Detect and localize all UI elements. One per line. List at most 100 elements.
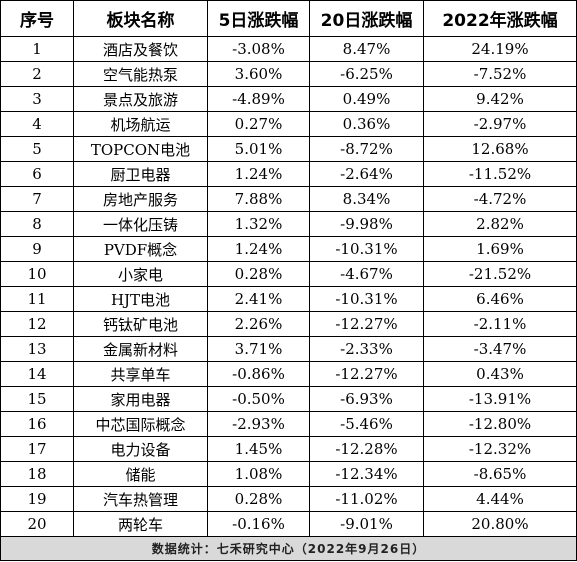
change-2022-cell: -2.11%	[423, 311, 577, 337]
change-2022-cell: 9.42%	[423, 86, 577, 112]
change-20day-cell: 8.47%	[309, 36, 424, 62]
change-2022-cell: 24.19%	[423, 36, 577, 62]
change-2022-cell: 6.46%	[423, 286, 577, 312]
table-row: 14 共享单车 -0.86% -12.27% 0.43%	[0, 361, 577, 387]
table-row: 16 中芯国际概念 -2.93% -5.46% -12.80%	[0, 411, 577, 437]
change-5day-cell: 1.32%	[207, 211, 310, 237]
row-index-cell: 19	[0, 486, 74, 512]
change-5day-cell: -0.86%	[207, 361, 310, 387]
row-index-cell: 3	[0, 86, 74, 112]
sector-name-cell: 一体化压铸	[73, 211, 208, 237]
row-index-cell: 13	[0, 336, 74, 362]
change-2022-cell: -21.52%	[423, 261, 577, 287]
footer-row: 数据统计：七禾研究中心（2022年9月26日）	[0, 536, 577, 561]
sector-name-cell: 共享单车	[73, 361, 208, 387]
row-index-cell: 10	[0, 261, 74, 287]
change-20day-cell: -12.27%	[309, 361, 424, 387]
row-index-cell: 20	[0, 511, 74, 537]
sector-name-cell: 景点及旅游	[73, 86, 208, 112]
header-sector-name: 板块名称	[73, 0, 208, 37]
header-2022-change: 2022年涨跌幅	[423, 0, 577, 37]
row-index-cell: 2	[0, 61, 74, 87]
sector-name-cell: 空气能热泵	[73, 61, 208, 87]
change-5day-cell: -4.89%	[207, 86, 310, 112]
table-row: 15 家用电器 -0.50% -6.93% -13.91%	[0, 386, 577, 412]
table-row: 11 HJT电池 2.41% -10.31% 6.46%	[0, 286, 577, 312]
sector-name-cell: 酒店及餐饮	[73, 36, 208, 62]
sector-name-cell: HJT电池	[73, 286, 208, 312]
change-20day-cell: -9.01%	[309, 511, 424, 537]
table-body: 1 酒店及餐饮 -3.08% 8.47% 24.19% 2 空气能热泵 3.60% -6.25%…	[0, 36, 577, 537]
table-row: 8 一体化压铸 1.32% -9.98% 2.82%	[0, 211, 577, 237]
row-index-cell: 9	[0, 236, 74, 262]
table-row: 13 金属新材料 3.71% -2.33% -3.47%	[0, 336, 577, 362]
change-2022-cell: 2.82%	[423, 211, 577, 237]
change-5day-cell: -3.08%	[207, 36, 310, 62]
row-index-cell: 5	[0, 136, 74, 162]
sector-name-cell: 电力设备	[73, 436, 208, 462]
row-index-cell: 12	[0, 311, 74, 337]
change-5day-cell: 3.60%	[207, 61, 310, 87]
row-index-cell: 11	[0, 286, 74, 312]
change-2022-cell: 4.44%	[423, 486, 577, 512]
change-20day-cell: -5.46%	[309, 411, 424, 437]
sector-name-cell: 房地产服务	[73, 186, 208, 212]
change-20day-cell: -12.34%	[309, 461, 424, 487]
change-5day-cell: 2.26%	[207, 311, 310, 337]
row-index-cell: 15	[0, 386, 74, 412]
header-index: 序号	[0, 0, 74, 37]
row-index-cell: 1	[0, 36, 74, 62]
change-2022-cell: -8.65%	[423, 461, 577, 487]
sector-name-cell: 厨卫电器	[73, 161, 208, 187]
change-2022-cell: -7.52%	[423, 61, 577, 87]
change-20day-cell: 8.34%	[309, 186, 424, 212]
change-20day-cell: 0.36%	[309, 111, 424, 137]
sector-name-cell: 汽车热管理	[73, 486, 208, 512]
change-2022-cell: -12.80%	[423, 411, 577, 437]
row-index-cell: 18	[0, 461, 74, 487]
table-row: 17 电力设备 1.45% -12.28% -12.32%	[0, 436, 577, 462]
row-index-cell: 14	[0, 361, 74, 387]
table-row: 10 小家电 0.28% -4.67% -21.52%	[0, 261, 577, 287]
change-2022-cell: -4.72%	[423, 186, 577, 212]
change-20day-cell: -4.67%	[309, 261, 424, 287]
table-row: 20 两轮车 -0.16% -9.01% 20.80%	[0, 511, 577, 537]
row-index-cell: 7	[0, 186, 74, 212]
change-20day-cell: -10.31%	[309, 236, 424, 262]
change-2022-cell: -3.47%	[423, 336, 577, 362]
row-index-cell: 8	[0, 211, 74, 237]
sector-name-cell: 钙钛矿电池	[73, 311, 208, 337]
row-index-cell: 4	[0, 111, 74, 137]
change-20day-cell: -6.93%	[309, 386, 424, 412]
table-row: 5 TOPCON电池 5.01% -8.72% 12.68%	[0, 136, 577, 162]
sector-name-cell: 机场航运	[73, 111, 208, 137]
change-2022-cell: -12.32%	[423, 436, 577, 462]
change-20day-cell: -6.25%	[309, 61, 424, 87]
change-2022-cell: 1.69%	[423, 236, 577, 262]
change-20day-cell: -12.27%	[309, 311, 424, 337]
change-2022-cell: 0.43%	[423, 361, 577, 387]
change-5day-cell: 5.01%	[207, 136, 310, 162]
change-2022-cell: -13.91%	[423, 386, 577, 412]
change-5day-cell: 3.71%	[207, 336, 310, 362]
change-2022-cell: 20.80%	[423, 511, 577, 537]
change-5day-cell: 0.28%	[207, 261, 310, 287]
sector-name-cell: 金属新材料	[73, 336, 208, 362]
change-20day-cell: -11.02%	[309, 486, 424, 512]
sector-name-cell: 家用电器	[73, 386, 208, 412]
change-5day-cell: 7.88%	[207, 186, 310, 212]
change-5day-cell: 0.27%	[207, 111, 310, 137]
change-20day-cell: -12.28%	[309, 436, 424, 462]
table-row: 9 PVDF概念 1.24% -10.31% 1.69%	[0, 236, 577, 262]
header-5day-change: 5日涨跌幅	[207, 0, 310, 37]
table-row: 12 钙钛矿电池 2.26% -12.27% -2.11%	[0, 311, 577, 337]
change-5day-cell: 1.45%	[207, 436, 310, 462]
change-5day-cell: 1.24%	[207, 236, 310, 262]
change-20day-cell: -2.64%	[309, 161, 424, 187]
sector-name-cell: 两轮车	[73, 511, 208, 537]
table-row: 1 酒店及餐饮 -3.08% 8.47% 24.19%	[0, 36, 577, 62]
change-5day-cell: 1.08%	[207, 461, 310, 487]
table-row: 2 空气能热泵 3.60% -6.25% -7.52%	[0, 61, 577, 87]
